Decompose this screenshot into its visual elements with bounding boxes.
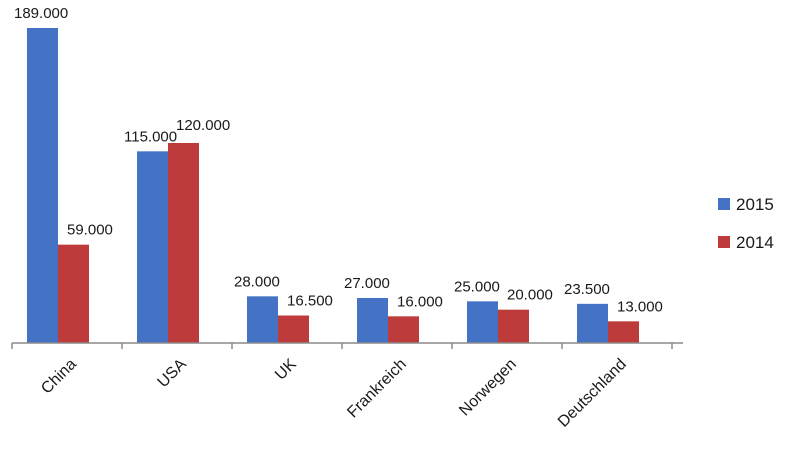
data-label: 27.000: [344, 275, 390, 292]
x-tick-label-usa: USA: [155, 356, 191, 392]
data-label: 16.500: [287, 293, 333, 310]
data-label: 23.500: [564, 281, 610, 298]
bar-2014-china: [58, 244, 89, 343]
legend-label-2015: 2015: [736, 195, 774, 214]
bar-2015-deutschland: [577, 303, 608, 343]
bar-2014-usa: [168, 143, 199, 343]
data-label: 59.000: [67, 222, 113, 239]
legend-label-2014: 2014: [736, 233, 774, 252]
x-tick-label-norwegen: Norwegen: [456, 356, 520, 420]
x-axis: China USA UK Frankreich Norwegen Deutschland: [11, 342, 683, 431]
legend-swatch-2014: [718, 236, 730, 248]
bar-2015-frankreich: [357, 298, 388, 343]
bar-2015-uk: [247, 296, 278, 343]
bar-2014-uk: [278, 315, 309, 343]
bar-2015-usa: [137, 151, 168, 343]
data-label: 189.000: [14, 5, 68, 22]
x-tick-label-uk: UK: [272, 356, 300, 384]
bar-2015-norwegen: [467, 301, 498, 343]
bars-layer: [27, 28, 639, 343]
x-tick-label-deutschland: Deutschland: [555, 356, 630, 431]
legend-swatch-2015: [718, 198, 730, 210]
bar-2014-norwegen: [498, 309, 529, 343]
bar-2014-frankreich: [388, 316, 419, 343]
data-label: 20.000: [507, 287, 553, 304]
data-label: 25.000: [454, 278, 500, 295]
bar-2015-china: [27, 28, 58, 343]
data-label: 16.000: [397, 293, 443, 310]
data-label: 13.000: [617, 298, 663, 315]
data-label: 120.000: [176, 117, 230, 134]
x-tick-label-frankreich: Frankreich: [344, 356, 409, 421]
x-tick-label-china: China: [38, 356, 80, 398]
bar-2014-deutschland: [608, 321, 639, 343]
data-label: 28.000: [234, 273, 280, 290]
legend: 2015 2014: [718, 195, 774, 252]
data-label: 115.000: [124, 128, 177, 145]
